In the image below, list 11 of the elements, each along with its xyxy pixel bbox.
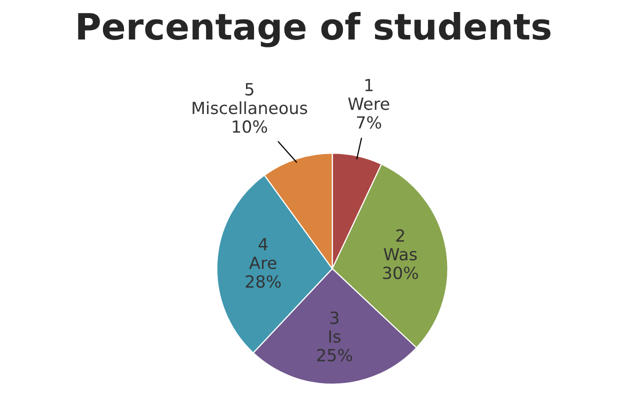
slice-label: 1 Were [348,79,390,110]
slice-label: 2 Was [384,229,417,261]
data-label: 30% [383,266,418,280]
data-label: 10% [232,120,268,133]
data-label: 25% [317,348,352,362]
slice-label: 3 Is [329,312,340,343]
slice-label: 4 Are [249,238,276,270]
chart-title: Percentage of students [78,12,550,48]
slice-label: 5 Miscellaneous [192,83,308,114]
data-label: 28% [246,275,281,288]
data-label: 7% [356,116,382,129]
